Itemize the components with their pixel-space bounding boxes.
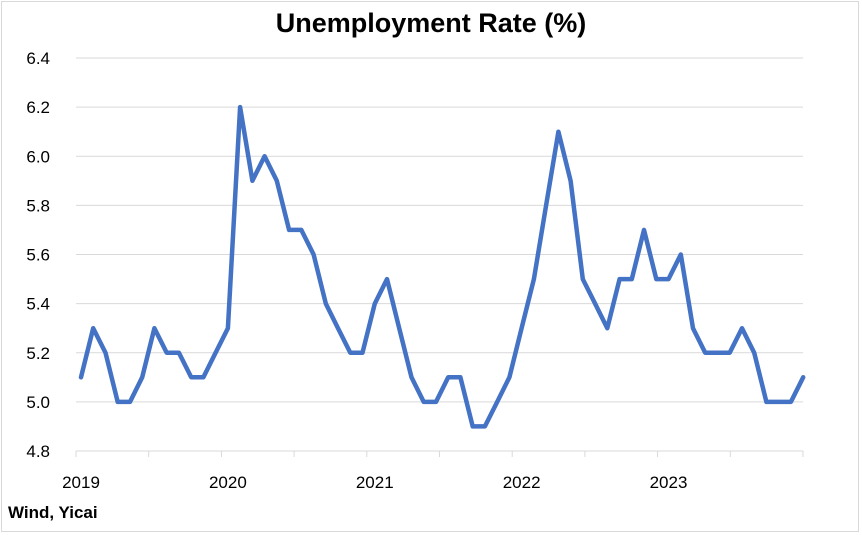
y-tick-label: 4.8: [26, 442, 50, 461]
x-tick-label: 2023: [650, 473, 688, 492]
y-tick-label: 5.2: [26, 344, 50, 363]
gridlines: [76, 57, 803, 403]
series-lines: [78, 104, 806, 429]
y-tick-label: 5.8: [26, 196, 50, 215]
x-tick-label: 2021: [356, 473, 394, 492]
x-tick-label: 2022: [503, 473, 541, 492]
x-axis-tick-labels: 2019 2020 2021 2022 2023: [62, 473, 687, 492]
chart-title: Unemployment Rate (%): [275, 8, 587, 38]
y-axis-tick-labels: 4.8 5.0 5.2 5.4 5.6 5.8 6.0 6.2 6.4: [26, 49, 50, 461]
source-label: Wind, Yicai: [8, 503, 98, 522]
series-line-unemployment-rate: [78, 104, 806, 429]
y-tick-label: 5.4: [26, 295, 50, 314]
y-tick-label: 6.0: [26, 147, 50, 166]
y-tick-label: 5.6: [26, 246, 50, 265]
x-axis: [75, 450, 804, 457]
y-tick-label: 6.2: [26, 98, 50, 117]
x-tick-label: 2019: [62, 473, 100, 492]
y-tick-label: 5.0: [26, 393, 50, 412]
y-tick-label: 6.4: [26, 49, 50, 68]
x-tick-label: 2020: [209, 473, 247, 492]
